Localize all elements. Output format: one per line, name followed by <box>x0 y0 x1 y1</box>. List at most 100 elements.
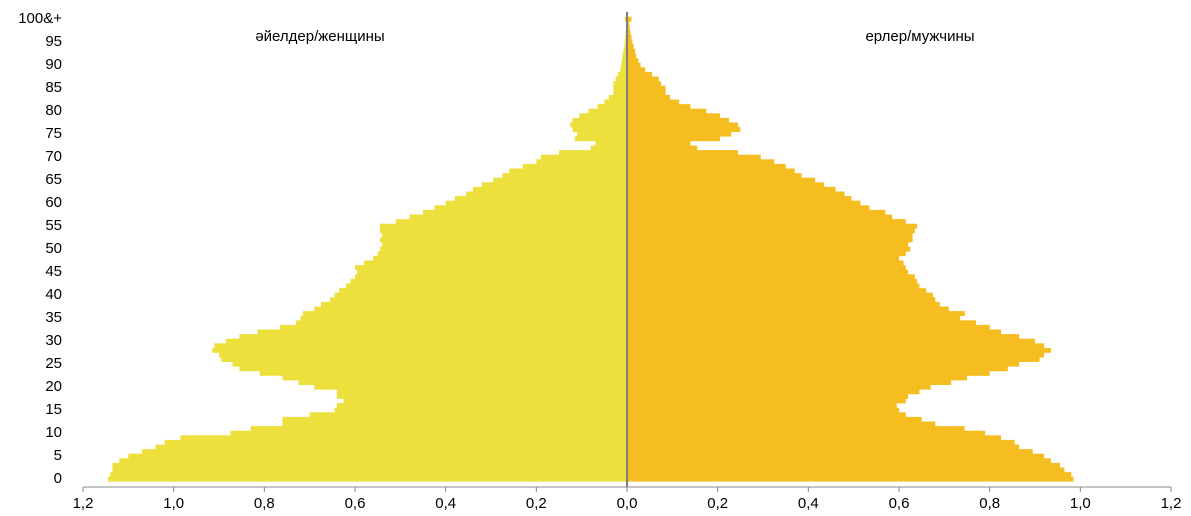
bar <box>570 122 627 128</box>
bar <box>627 370 990 376</box>
bar <box>282 416 627 422</box>
bar <box>624 39 627 45</box>
bar <box>627 223 918 229</box>
bar <box>259 370 627 376</box>
y-tick-label: 60 <box>45 194 62 211</box>
bar <box>627 274 915 280</box>
bar <box>627 62 641 68</box>
y-tick-label: 100&+ <box>18 10 62 27</box>
bar <box>280 324 627 330</box>
y-tick-label: 50 <box>45 240 62 257</box>
bar <box>627 196 852 201</box>
bar <box>613 81 627 86</box>
y-tick-label: 40 <box>45 286 62 303</box>
bar <box>574 136 627 142</box>
y-tick-label: 90 <box>45 56 62 73</box>
bar <box>627 131 732 137</box>
x-tick-label: 0,4 <box>798 495 819 512</box>
bar <box>343 398 627 404</box>
bar <box>214 343 627 349</box>
bar <box>466 191 627 197</box>
bar <box>298 380 627 385</box>
bar <box>627 246 911 252</box>
bar <box>355 265 627 270</box>
bar <box>627 104 691 109</box>
bar <box>627 439 1015 445</box>
bar <box>336 403 627 408</box>
bar <box>627 301 940 307</box>
bar <box>627 283 920 289</box>
x-tick-label: 0,6 <box>889 495 910 512</box>
y-tick-label: 20 <box>45 378 62 395</box>
bar <box>627 35 632 40</box>
bar <box>540 154 627 160</box>
bar <box>128 453 628 459</box>
y-tick-label: 35 <box>45 309 62 326</box>
bar <box>395 219 627 224</box>
x-tick-label: 0,4 <box>435 495 456 512</box>
bar <box>230 430 628 436</box>
bar <box>627 458 1051 464</box>
bar <box>377 251 627 257</box>
bar <box>239 366 627 372</box>
x-tick-label: 0,6 <box>345 495 366 512</box>
bar <box>627 94 671 100</box>
series-label: әйелдер/женщины <box>255 28 384 45</box>
bar <box>302 311 627 316</box>
bar <box>219 352 627 358</box>
bar <box>627 16 632 22</box>
y-tick-label: 15 <box>45 401 62 418</box>
bar <box>572 117 627 123</box>
y-tick-label: 75 <box>45 125 62 142</box>
bar <box>300 315 627 321</box>
bar <box>493 177 627 183</box>
bar <box>309 412 627 418</box>
bar <box>627 343 1045 349</box>
bar <box>615 76 627 82</box>
bar <box>577 131 627 137</box>
bar <box>627 393 909 399</box>
bar <box>617 71 627 77</box>
bar <box>336 393 627 399</box>
bar <box>627 444 1020 450</box>
bar <box>627 288 927 293</box>
bar <box>232 361 627 367</box>
bar <box>627 44 634 50</box>
bar <box>624 44 627 50</box>
bar <box>627 200 861 206</box>
bar <box>627 191 845 197</box>
bar <box>350 278 627 284</box>
bar <box>445 200 627 206</box>
bar <box>627 278 918 284</box>
y-tick-label: 55 <box>45 217 62 234</box>
x-tick-label: 1,0 <box>1070 495 1091 512</box>
bar <box>627 292 933 298</box>
bar <box>627 237 913 243</box>
bar <box>627 416 922 422</box>
bar <box>627 297 936 303</box>
bar <box>627 76 659 82</box>
bar <box>314 306 627 312</box>
bar <box>296 320 627 326</box>
bar <box>355 274 627 280</box>
bar <box>141 449 627 454</box>
bar <box>627 366 1008 372</box>
bar <box>364 260 627 266</box>
bar <box>627 113 720 119</box>
bar <box>423 209 627 215</box>
bar <box>627 122 739 128</box>
bar <box>481 182 627 188</box>
bar <box>627 435 1001 441</box>
x-tick-label: 0,0 <box>617 495 638 512</box>
y-tick-label: 10 <box>45 424 62 441</box>
bar <box>627 389 920 395</box>
bar <box>627 462 1060 468</box>
bar <box>472 186 627 192</box>
x-tick-label: 0,8 <box>254 495 275 512</box>
bar <box>379 246 627 252</box>
bar <box>627 242 909 247</box>
bar <box>627 357 1040 362</box>
bar <box>627 48 636 54</box>
bar <box>627 99 680 105</box>
